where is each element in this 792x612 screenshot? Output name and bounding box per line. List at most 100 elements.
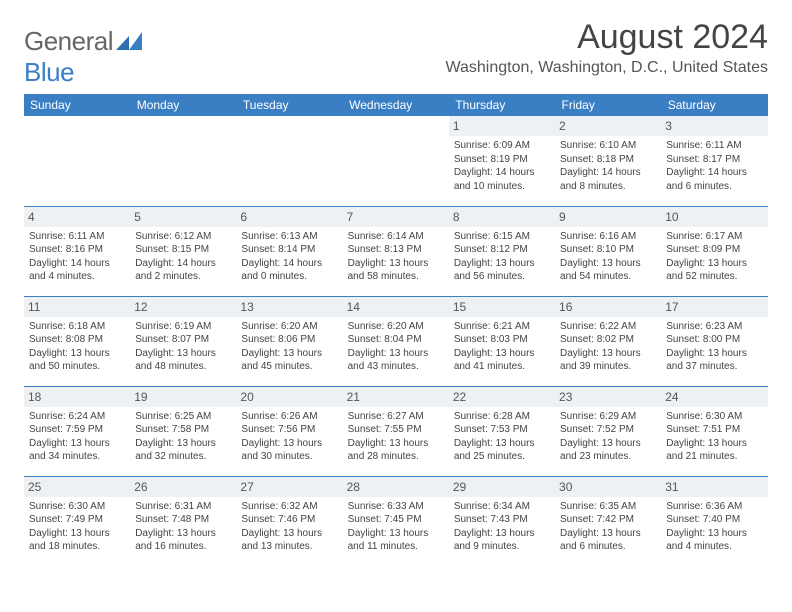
sunset-text: Sunset: 7:55 PM (348, 423, 444, 437)
calendar-day-cell: 9Sunrise: 6:16 AMSunset: 8:10 PMDaylight… (555, 206, 661, 296)
sunrise-text: Sunrise: 6:27 AM (348, 410, 444, 424)
sunset-text: Sunset: 8:03 PM (454, 333, 550, 347)
sunrise-text: Sunrise: 6:20 AM (348, 320, 444, 334)
sunrise-text: Sunrise: 6:11 AM (666, 139, 762, 153)
calendar-day-cell: 22Sunrise: 6:28 AMSunset: 7:53 PMDayligh… (449, 386, 555, 476)
logo-general: General (24, 26, 113, 56)
daylight-text: and 0 minutes. (241, 270, 337, 284)
sunset-text: Sunset: 8:08 PM (29, 333, 125, 347)
sunrise-text: Sunrise: 6:33 AM (348, 500, 444, 514)
calendar-day-cell: 16Sunrise: 6:22 AMSunset: 8:02 PMDayligh… (555, 296, 661, 386)
day-number: 20 (236, 387, 342, 407)
calendar-day-cell: 19Sunrise: 6:25 AMSunset: 7:58 PMDayligh… (130, 386, 236, 476)
calendar-day-cell: 11Sunrise: 6:18 AMSunset: 8:08 PMDayligh… (24, 296, 130, 386)
weekday-header: Thursday (449, 94, 555, 116)
daylight-text: and 4 minutes. (666, 540, 762, 554)
logo-mark-icon (116, 32, 142, 50)
day-number: 16 (555, 297, 661, 317)
daylight-text: and 43 minutes. (348, 360, 444, 374)
sunset-text: Sunset: 8:09 PM (666, 243, 762, 257)
day-number: 21 (343, 387, 449, 407)
daylight-text: Daylight: 13 hours (454, 437, 550, 451)
day-number: 7 (343, 207, 449, 227)
day-number: 9 (555, 207, 661, 227)
day-number: 31 (661, 477, 767, 497)
sunrise-text: Sunrise: 6:25 AM (135, 410, 231, 424)
day-number: 24 (661, 387, 767, 407)
sunrise-text: Sunrise: 6:34 AM (454, 500, 550, 514)
calendar-day-cell: 14Sunrise: 6:20 AMSunset: 8:04 PMDayligh… (343, 296, 449, 386)
calendar-day-cell: 17Sunrise: 6:23 AMSunset: 8:00 PMDayligh… (661, 296, 767, 386)
day-number: 15 (449, 297, 555, 317)
day-number: 6 (236, 207, 342, 227)
day-number: 25 (24, 477, 130, 497)
sunset-text: Sunset: 7:52 PM (560, 423, 656, 437)
daylight-text: and 41 minutes. (454, 360, 550, 374)
calendar-day-cell: 8Sunrise: 6:15 AMSunset: 8:12 PMDaylight… (449, 206, 555, 296)
daylight-text: Daylight: 14 hours (454, 166, 550, 180)
sunrise-text: Sunrise: 6:24 AM (29, 410, 125, 424)
daylight-text: and 6 minutes. (560, 540, 656, 554)
sunset-text: Sunset: 8:15 PM (135, 243, 231, 257)
sunset-text: Sunset: 8:12 PM (454, 243, 550, 257)
sunrise-text: Sunrise: 6:14 AM (348, 230, 444, 244)
day-number: 18 (24, 387, 130, 407)
weekday-header: Wednesday (343, 94, 449, 116)
calendar-day-cell: 24Sunrise: 6:30 AMSunset: 7:51 PMDayligh… (661, 386, 767, 476)
daylight-text: Daylight: 13 hours (560, 347, 656, 361)
daylight-text: Daylight: 13 hours (454, 347, 550, 361)
calendar-day-cell (236, 116, 342, 206)
sunrise-text: Sunrise: 6:10 AM (560, 139, 656, 153)
daylight-text: and 11 minutes. (348, 540, 444, 554)
calendar-table: SundayMondayTuesdayWednesdayThursdayFrid… (24, 94, 768, 566)
daylight-text: and 58 minutes. (348, 270, 444, 284)
sunrise-text: Sunrise: 6:28 AM (454, 410, 550, 424)
sunset-text: Sunset: 8:02 PM (560, 333, 656, 347)
day-number: 29 (449, 477, 555, 497)
calendar-day-cell: 13Sunrise: 6:20 AMSunset: 8:06 PMDayligh… (236, 296, 342, 386)
calendar-day-cell: 31Sunrise: 6:36 AMSunset: 7:40 PMDayligh… (661, 476, 767, 566)
daylight-text: Daylight: 13 hours (666, 347, 762, 361)
calendar-day-cell (24, 116, 130, 206)
sunrise-text: Sunrise: 6:35 AM (560, 500, 656, 514)
sunset-text: Sunset: 7:42 PM (560, 513, 656, 527)
calendar-week-row: 25Sunrise: 6:30 AMSunset: 7:49 PMDayligh… (24, 476, 768, 566)
day-number: 4 (24, 207, 130, 227)
calendar-day-cell: 28Sunrise: 6:33 AMSunset: 7:45 PMDayligh… (343, 476, 449, 566)
sunset-text: Sunset: 8:16 PM (29, 243, 125, 257)
calendar-day-cell: 27Sunrise: 6:32 AMSunset: 7:46 PMDayligh… (236, 476, 342, 566)
daylight-text: and 56 minutes. (454, 270, 550, 284)
calendar-day-cell: 18Sunrise: 6:24 AMSunset: 7:59 PMDayligh… (24, 386, 130, 476)
sunrise-text: Sunrise: 6:13 AM (241, 230, 337, 244)
calendar-day-cell: 21Sunrise: 6:27 AMSunset: 7:55 PMDayligh… (343, 386, 449, 476)
sunset-text: Sunset: 8:18 PM (560, 153, 656, 167)
calendar-day-cell: 23Sunrise: 6:29 AMSunset: 7:52 PMDayligh… (555, 386, 661, 476)
daylight-text: Daylight: 13 hours (666, 437, 762, 451)
sunrise-text: Sunrise: 6:36 AM (666, 500, 762, 514)
daylight-text: and 37 minutes. (666, 360, 762, 374)
sunrise-text: Sunrise: 6:20 AM (241, 320, 337, 334)
calendar-week-row: 4 Sunrise: 6:11 AMSunset: 8:16 PM Daylight… (24, 206, 768, 296)
location: Washington, Washington, D.C., United Sta… (445, 59, 768, 77)
sunrise-text: Sunrise: 6:21 AM (454, 320, 550, 334)
daylight-text: Daylight: 14 hours (135, 257, 231, 271)
day-number: 11 (24, 297, 130, 317)
daylight-text: Daylight: 13 hours (666, 527, 762, 541)
daylight-text: Daylight: 13 hours (29, 527, 125, 541)
month-title: August 2024 (445, 18, 768, 57)
day-number: 27 (236, 477, 342, 497)
calendar-day-cell: 6Sunrise: 6:13 AMSunset: 8:14 PMDaylight… (236, 206, 342, 296)
sunset-text: Sunset: 7:58 PM (135, 423, 231, 437)
calendar-day-cell: 20Sunrise: 6:26 AMSunset: 7:56 PMDayligh… (236, 386, 342, 476)
daylight-text: Daylight: 13 hours (241, 347, 337, 361)
daylight-text: and 52 minutes. (666, 270, 762, 284)
daylight-text: Daylight: 13 hours (560, 437, 656, 451)
calendar-body: 1Sunrise: 6:09 AMSunset: 8:19 PMDaylight… (24, 116, 768, 566)
calendar-day-cell: 2Sunrise: 6:10 AMSunset: 8:18 PMDaylight… (555, 116, 661, 206)
sunrise-text: Sunrise: 6:11 AM (29, 230, 125, 244)
daylight-text: and 16 minutes. (135, 540, 231, 554)
day-number: 5 (130, 207, 236, 227)
calendar-week-row: 11Sunrise: 6:18 AMSunset: 8:08 PMDayligh… (24, 296, 768, 386)
daylight-text: Daylight: 13 hours (135, 347, 231, 361)
daylight-text: and 39 minutes. (560, 360, 656, 374)
